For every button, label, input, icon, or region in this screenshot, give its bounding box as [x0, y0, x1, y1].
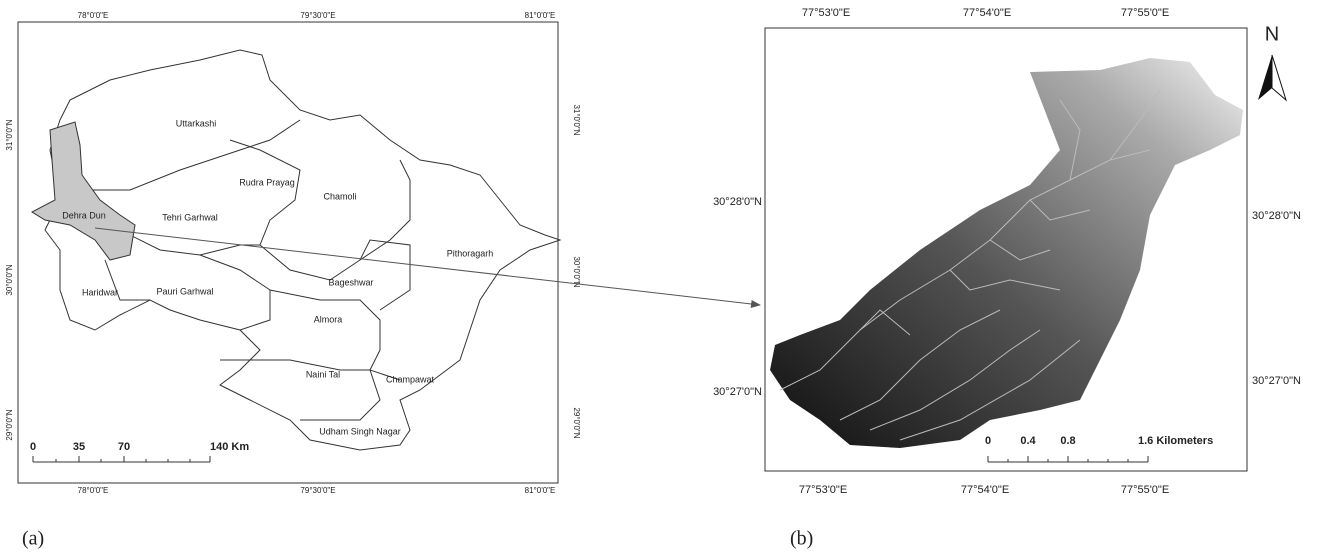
left-tick-label: 31°0'0"N — [5, 119, 14, 150]
bottom-tick-label: 77°54'0"E — [961, 484, 1009, 496]
scale-label: 140 Km — [210, 441, 249, 453]
scale-label: 0.8 — [1060, 435, 1075, 447]
north-arrow: N — [1258, 23, 1286, 100]
bottom-tick-label: 81°0'0"E — [525, 486, 556, 495]
district-label: Naini Tal — [306, 369, 340, 379]
right-tick-label: 31°0'0"N — [572, 104, 581, 135]
bottom-tick-label: 78°0'0"E — [78, 486, 109, 495]
top-tick-label: 77°55'0"E — [1121, 7, 1169, 19]
district-label: Rudra Prayag — [239, 177, 295, 187]
right-tick-label: 30°28'0"N — [1252, 210, 1301, 222]
district-label: Udham Singh Nagar — [319, 426, 401, 436]
district-label: Dehra Dun — [62, 210, 106, 220]
district-label: Uttarkashi — [176, 118, 217, 128]
top-tick-label: 78°0'0"E — [78, 11, 109, 20]
top-tick-label: 79°30'0"E — [300, 11, 335, 20]
scale-bar: 0 35 70 140 Km — [30, 441, 249, 462]
figure: 78°0'0"E 79°30'0"E 81°0'0"E 78°0'0"E 79°… — [0, 0, 1333, 558]
bottom-tick-label: 77°53'0"E — [799, 484, 847, 496]
watershed-dem — [770, 58, 1243, 448]
scale-label: 0.4 — [1020, 435, 1036, 447]
north-label: N — [1265, 23, 1279, 45]
top-tick-label: 77°54'0"E — [963, 7, 1011, 19]
panel-b: N 77°53'0"E 77°54'0"E 77°55'0"E 77°53'0"… — [713, 7, 1301, 550]
district-label: Chamoli — [323, 191, 356, 201]
district-label: Pithoragarh — [447, 248, 494, 258]
district-label: Champawat — [386, 374, 435, 384]
left-tick-label: 30°27'0"N — [713, 386, 762, 398]
district-label: Almora — [314, 314, 343, 324]
district-label: Haridwar — [82, 287, 118, 297]
panel-label: (b) — [790, 528, 813, 550]
left-tick-label: 29°0'0"N — [5, 409, 14, 440]
dehra-dun-highlight — [32, 122, 135, 260]
panel-label: (a) — [22, 528, 44, 550]
district-label: Bageshwar — [328, 277, 373, 287]
scale-bar: 0 0.4 0.8 1.6 Kilometers — [985, 435, 1213, 462]
scale-label: 0 — [985, 435, 991, 447]
top-tick-label: 81°0'0"E — [525, 11, 556, 20]
district-label: Tehri Garhwal — [162, 212, 218, 222]
left-tick-label: 30°0'0"N — [5, 264, 14, 295]
district-label: Pauri Garhwal — [156, 286, 213, 296]
right-tick-label: 30°0'0"N — [572, 256, 581, 287]
top-tick-label: 77°53'0"E — [802, 7, 850, 19]
scale-label: 0 — [30, 441, 36, 453]
bottom-tick-label: 77°55'0"E — [1121, 484, 1169, 496]
panel-a: 78°0'0"E 79°30'0"E 81°0'0"E 78°0'0"E 79°… — [5, 11, 760, 549]
left-tick-label: 30°28'0"N — [713, 196, 762, 208]
scale-label: 70 — [118, 441, 130, 453]
right-tick-label: 30°27'0"N — [1252, 375, 1301, 387]
bottom-tick-label: 79°30'0"E — [300, 486, 335, 495]
scale-label: 1.6 Kilometers — [1138, 435, 1213, 447]
right-tick-label: 29°0'0"N — [572, 407, 581, 438]
scale-label: 35 — [73, 441, 85, 453]
